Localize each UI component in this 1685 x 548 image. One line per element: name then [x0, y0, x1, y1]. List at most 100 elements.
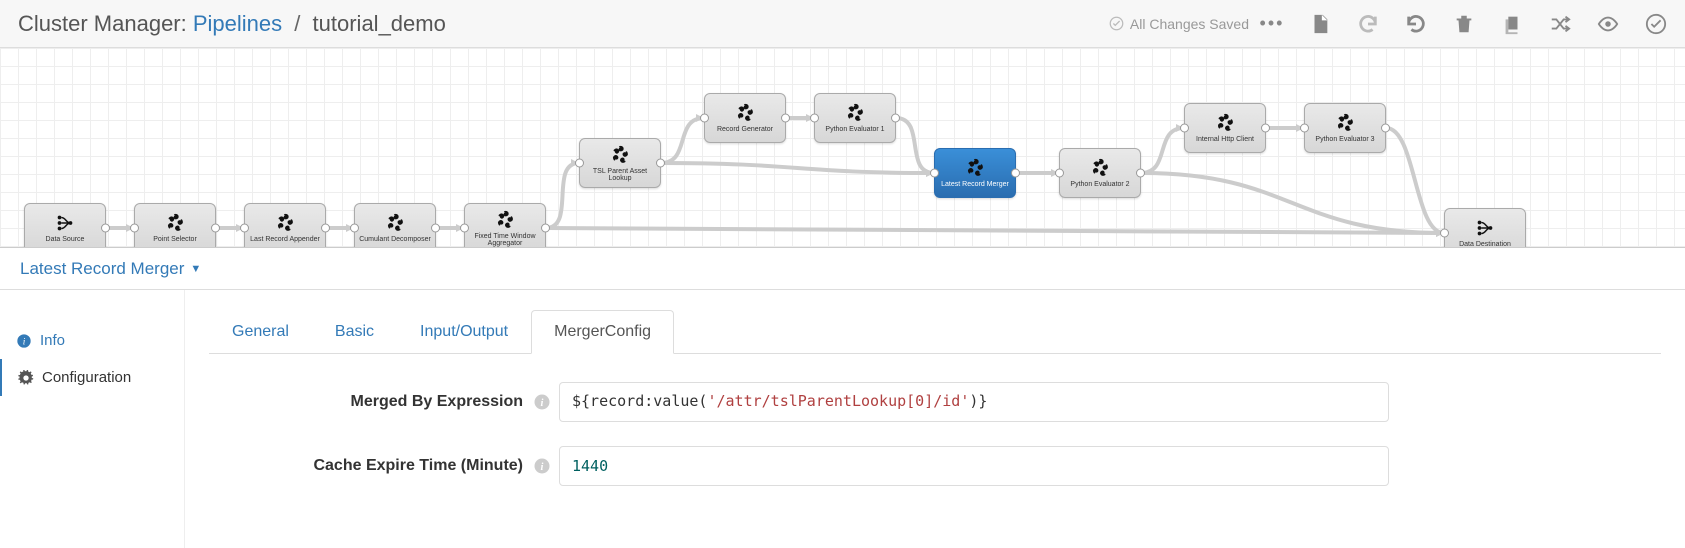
pipeline-node[interactable]: Internal Http Client — [1184, 103, 1266, 153]
pipeline-node[interactable]: Data Destination — [1444, 208, 1526, 248]
merged-by-expression-input[interactable]: ${record:value('/attr/tslParentLookup[0]… — [559, 382, 1389, 422]
port-in[interactable] — [930, 169, 939, 178]
svg-text:i: i — [541, 462, 544, 473]
tab-general[interactable]: General — [209, 310, 312, 354]
merged-by-label: Merged By Expression i — [209, 393, 559, 411]
pipeline-node[interactable]: Latest Record Merger — [934, 148, 1016, 198]
pipeline-node[interactable]: Last Record Appender — [244, 203, 326, 248]
pipeline-canvas[interactable]: Data Source Point Selector Last Record App… — [0, 48, 1685, 248]
node-label: Data Destination — [1459, 241, 1511, 248]
port-in[interactable] — [1300, 124, 1309, 133]
node-icon — [384, 212, 406, 234]
horizontal-tabs: GeneralBasicInput/OutputMergerConfig — [209, 310, 1661, 354]
port-in[interactable] — [460, 224, 469, 233]
merged-by-row: Merged By Expression i ${record:value('/… — [209, 382, 1661, 422]
pipeline-node[interactable]: Cumulant Decomposer — [354, 203, 436, 248]
port-out[interactable] — [1381, 124, 1390, 133]
port-out[interactable] — [321, 224, 330, 233]
port-in[interactable] — [130, 224, 139, 233]
node-icon — [609, 144, 631, 166]
breadcrumb: Cluster Manager: Pipelines / tutorial_de… — [18, 11, 446, 37]
side-tab-label: Info — [40, 332, 65, 349]
node-icon — [494, 209, 516, 231]
port-in[interactable] — [1440, 229, 1449, 238]
eye-icon[interactable] — [1597, 13, 1619, 35]
cache-expire-label: Cache Expire Time (Minute) i — [209, 457, 559, 475]
chevron-down-icon[interactable]: ▼ — [190, 263, 201, 275]
tab-merger[interactable]: MergerConfig — [531, 310, 674, 354]
breadcrumb-pipelines-link[interactable]: Pipelines — [193, 11, 282, 36]
pipeline-edge — [546, 228, 1444, 233]
cache-expire-input[interactable] — [559, 446, 1389, 486]
port-in[interactable] — [1180, 124, 1189, 133]
port-out[interactable] — [781, 114, 790, 123]
pipeline-node[interactable]: Fixed Time Window Aggregator — [464, 203, 546, 248]
node-label: Point Selector — [153, 236, 197, 243]
node-icon — [164, 212, 186, 234]
pipeline-node[interactable]: Python Evaluator 3 — [1304, 103, 1386, 153]
cache-expire-row: Cache Expire Time (Minute) i — [209, 446, 1661, 486]
port-out[interactable] — [431, 224, 440, 233]
breadcrumb-sep: / — [294, 11, 300, 36]
tab-basic[interactable]: Basic — [312, 310, 397, 354]
info-icon[interactable]: i — [533, 393, 551, 411]
port-out[interactable] — [891, 114, 900, 123]
pipeline-node[interactable]: Python Evaluator 1 — [814, 93, 896, 143]
check-circle-icon — [1109, 16, 1124, 31]
save-status-text: All Changes Saved — [1130, 16, 1249, 32]
node-label: Python Evaluator 1 — [825, 126, 884, 133]
port-out[interactable] — [1011, 169, 1020, 178]
toolbar: ••• — [1261, 13, 1667, 35]
node-label: Data Source — [46, 236, 85, 243]
pipeline-edge — [1141, 173, 1444, 233]
pipeline-node[interactable]: Point Selector — [134, 203, 216, 248]
side-tab-label: Configuration — [42, 369, 131, 386]
tab-io[interactable]: Input/Output — [397, 310, 531, 354]
trash-icon[interactable] — [1453, 13, 1475, 35]
more-icon[interactable]: ••• — [1261, 13, 1283, 35]
port-in[interactable] — [700, 114, 709, 123]
save-status: All Changes Saved — [1109, 16, 1249, 32]
port-out[interactable] — [1136, 169, 1145, 178]
port-in[interactable] — [575, 159, 584, 168]
node-icon — [964, 157, 986, 179]
pipeline-node[interactable]: TSL Parent Asset Lookup — [579, 138, 661, 188]
port-out[interactable] — [101, 224, 110, 233]
port-out[interactable] — [541, 224, 550, 233]
node-label: Record Generator — [717, 126, 773, 133]
selected-node-name[interactable]: Latest Record Merger — [20, 259, 184, 279]
svg-text:i: i — [541, 398, 544, 409]
port-out[interactable] — [656, 159, 665, 168]
node-label: Last Record Appender — [250, 236, 320, 243]
node-icon — [54, 212, 76, 234]
validate-icon[interactable] — [1645, 13, 1667, 35]
pipeline-node[interactable]: Data Source — [24, 203, 106, 248]
document-icon[interactable] — [1309, 13, 1331, 35]
redo-icon[interactable] — [1405, 13, 1427, 35]
merger-config-form: Merged By Expression i ${record:value('/… — [209, 382, 1661, 486]
info-icon[interactable]: i — [533, 457, 551, 475]
undo-icon[interactable] — [1357, 13, 1379, 35]
port-in[interactable] — [240, 224, 249, 233]
node-icon — [1474, 217, 1496, 239]
pipeline-node[interactable]: Record Generator — [704, 93, 786, 143]
side-tab-conf[interactable]: Configuration — [0, 359, 184, 396]
pipeline-edge — [661, 118, 704, 163]
port-in[interactable] — [1055, 169, 1064, 178]
pipeline-edge — [661, 163, 934, 173]
shuffle-icon[interactable] — [1549, 13, 1571, 35]
port-in[interactable] — [350, 224, 359, 233]
breadcrumb-prefix: Cluster Manager: — [18, 11, 187, 36]
port-in[interactable] — [810, 114, 819, 123]
pipeline-node[interactable]: Python Evaluator 2 — [1059, 148, 1141, 198]
merged-by-input-wrap: ${record:value('/attr/tslParentLookup[0]… — [559, 382, 1661, 422]
copy-icon[interactable] — [1501, 13, 1523, 35]
node-label: Cumulant Decomposer — [359, 236, 431, 243]
cache-expire-input-wrap — [559, 446, 1661, 486]
node-label: Fixed Time Window Aggregator — [467, 233, 543, 248]
node-label: Python Evaluator 2 — [1070, 181, 1129, 188]
node-icon — [1089, 157, 1111, 179]
port-out[interactable] — [1261, 124, 1270, 133]
port-out[interactable] — [211, 224, 220, 233]
side-tab-info[interactable]: Info — [0, 322, 184, 359]
